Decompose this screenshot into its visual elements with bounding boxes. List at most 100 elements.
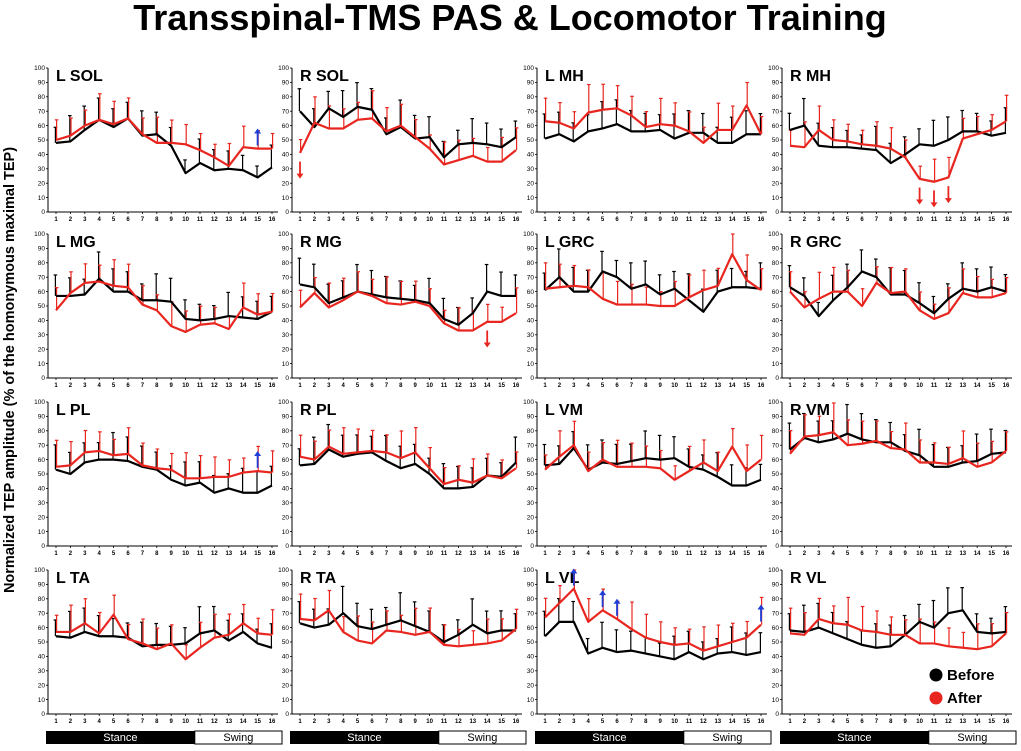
significance-arrowhead: [916, 199, 924, 205]
x-tick-label: 11: [441, 383, 448, 389]
y-tick-label: 40: [38, 318, 46, 325]
y-tick-label: 10: [772, 195, 780, 202]
y-tick-label: 100: [278, 567, 289, 574]
x-tick-label: 7: [875, 551, 879, 557]
y-tick-label: 30: [282, 668, 290, 675]
x-tick-label: 13: [469, 719, 476, 725]
y-tick-label: 50: [527, 471, 535, 478]
x-tick-label: 2: [558, 217, 562, 223]
x-tick-label: 5: [846, 217, 850, 223]
x-tick-label: 16: [513, 551, 520, 557]
y-tick-label: 40: [772, 318, 780, 325]
x-tick-label: 10: [426, 551, 433, 557]
y-tick-label: 20: [38, 180, 46, 187]
phase-bar-swing: [928, 730, 1017, 745]
x-tick-label: 15: [743, 551, 750, 557]
x-tick-label: 1: [788, 383, 792, 389]
panel-label: L GRC: [545, 234, 595, 251]
y-tick-label: 10: [282, 195, 290, 202]
y-tick-label: 50: [772, 137, 780, 144]
x-tick-label: 13: [714, 551, 721, 557]
y-tick-label: 60: [772, 289, 780, 296]
panel-label: R VL: [790, 570, 827, 587]
phase-label-swing: Swing: [712, 732, 742, 744]
y-tick-label: 100: [34, 231, 45, 238]
y-tick-label: 50: [772, 303, 780, 310]
y-tick-label: 10: [527, 529, 535, 536]
x-tick-label: 3: [817, 217, 821, 223]
y-tick-label: 20: [282, 514, 290, 521]
y-tick-label: 60: [38, 123, 46, 130]
y-tick-label: 50: [282, 471, 290, 478]
x-tick-label: 1: [543, 383, 547, 389]
x-tick-label: 10: [426, 383, 433, 389]
panel-label: R GRC: [790, 234, 842, 251]
x-tick-label: 14: [974, 383, 981, 389]
x-tick-label: 12: [211, 383, 218, 389]
x-tick-label: 16: [513, 383, 520, 389]
y-tick-label: 60: [38, 457, 46, 464]
x-tick-label: 7: [630, 719, 634, 725]
x-tick-label: 10: [671, 719, 678, 725]
x-tick-label: 1: [543, 719, 547, 725]
y-tick-label: 100: [34, 399, 45, 406]
x-tick-label: 13: [959, 719, 966, 725]
y-tick-label: 0: [41, 543, 45, 550]
x-tick-label: 15: [254, 719, 261, 725]
x-tick-label: 4: [342, 383, 346, 389]
phase-label-stance: Stance: [347, 732, 381, 744]
x-tick-label: 6: [615, 383, 619, 389]
significance-arrowhead: [944, 198, 952, 204]
y-tick-label: 80: [282, 596, 290, 603]
y-tick-label: 30: [38, 332, 46, 339]
x-tick-label: 12: [700, 217, 707, 223]
significance-arrowhead: [254, 450, 262, 456]
y-tick-label: 60: [38, 625, 46, 632]
phase-bar-stance: [46, 731, 195, 744]
y-tick-label: 30: [772, 500, 780, 507]
y-tick-label: 80: [38, 94, 46, 101]
x-tick-label: 5: [601, 719, 605, 725]
series-line-before: [544, 123, 761, 144]
x-tick-label: 15: [254, 551, 261, 557]
x-tick-label: 10: [182, 551, 189, 557]
x-tick-label: 14: [240, 217, 247, 223]
significance-arrowhead: [254, 128, 262, 134]
x-tick-label: 7: [385, 217, 389, 223]
y-tick-label: 50: [38, 303, 46, 310]
panel-label: L PL: [56, 402, 91, 419]
x-tick-label: 5: [112, 383, 116, 389]
y-tick-label: 100: [278, 65, 289, 72]
x-tick-label: 8: [399, 551, 403, 557]
x-tick-label: 3: [83, 383, 87, 389]
x-tick-label: 2: [313, 551, 317, 557]
x-tick-label: 10: [671, 551, 678, 557]
y-tick-label: 100: [278, 231, 289, 238]
x-tick-label: 6: [860, 551, 864, 557]
x-tick-label: 9: [414, 719, 418, 725]
x-tick-label: 15: [988, 551, 995, 557]
x-tick-label: 9: [659, 217, 663, 223]
y-tick-label: 80: [38, 428, 46, 435]
x-tick-label: 4: [832, 719, 836, 725]
x-tick-label: 12: [211, 551, 218, 557]
x-tick-label: 5: [601, 551, 605, 557]
x-tick-label: 15: [254, 383, 261, 389]
series-line-after: [55, 117, 272, 168]
significance-arrowhead: [599, 590, 607, 596]
significance-arrowhead: [757, 604, 765, 610]
x-tick-label: 14: [974, 551, 981, 557]
y-tick-label: 0: [530, 543, 534, 550]
x-tick-label: 15: [498, 719, 505, 725]
x-tick-label: 11: [686, 217, 693, 223]
y-tick-label: 90: [527, 246, 535, 253]
x-tick-label: 12: [945, 383, 952, 389]
x-tick-label: 4: [342, 217, 346, 223]
series-line-before: [55, 458, 273, 494]
y-tick-label: 100: [523, 65, 534, 72]
